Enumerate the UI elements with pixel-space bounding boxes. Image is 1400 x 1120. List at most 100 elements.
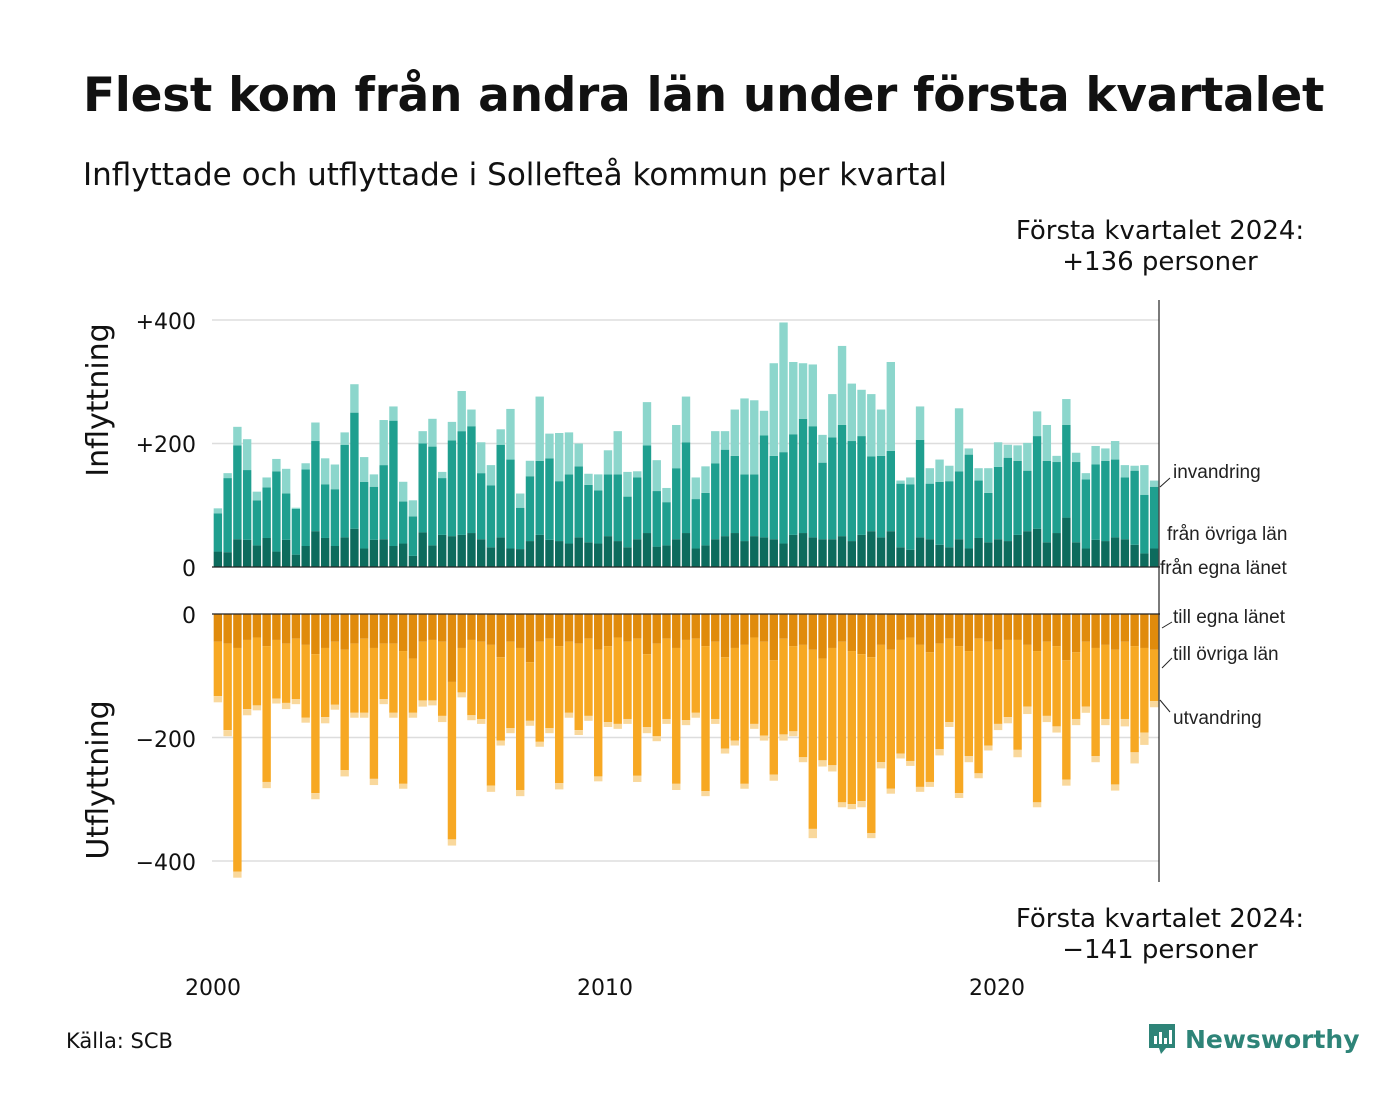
ytick-out-400: −400 — [136, 851, 196, 876]
bar-out-utvandring — [964, 756, 974, 763]
bar-in-egna — [662, 545, 671, 567]
bar-out-egna — [1023, 614, 1032, 645]
bar-out-utvandring — [935, 749, 944, 756]
bar-out-ovriga — [623, 641, 632, 719]
bar-out-utvandring — [242, 709, 252, 716]
bar-in-ovriga — [486, 485, 496, 548]
bar-out-utvandring — [525, 720, 535, 726]
bar-in-invandring — [1062, 399, 1071, 425]
bar-out-ovriga — [672, 647, 681, 784]
bar-out-egna — [457, 614, 466, 648]
bar-out-ovriga — [1140, 647, 1149, 733]
bar-out-utvandring — [350, 712, 359, 718]
bar-out-ovriga — [525, 662, 535, 721]
bar-out-ovriga — [789, 646, 798, 732]
bar-in-invandring — [1013, 445, 1022, 461]
bar-in-invandring — [516, 493, 525, 508]
bar-out-utvandring — [837, 802, 847, 808]
xtick-2000: 2000 — [185, 976, 241, 1001]
bar-out-ovriga — [564, 641, 574, 713]
bar-in-invandring — [984, 468, 993, 493]
bar-in-ovriga — [642, 445, 652, 534]
bar-in-invandring — [906, 477, 915, 485]
bar-out-ovriga — [242, 639, 252, 710]
bar-in-invandring — [496, 429, 505, 445]
bar-in-ovriga — [369, 486, 379, 540]
bar-out-utvandring — [711, 718, 720, 724]
bar-in-ovriga — [652, 491, 661, 547]
bar-in-invandring — [945, 465, 954, 482]
bar-out-egna — [613, 614, 622, 638]
bar-out-utvandring — [1042, 715, 1052, 723]
bar-out-egna — [867, 614, 876, 658]
bar-out-egna — [779, 614, 788, 639]
bar-in-egna — [925, 539, 935, 567]
migration-chart: +400 +200 0 0 −200 −400 Inflyttning Utfl… — [81, 300, 1287, 1001]
bar-in-invandring — [652, 460, 661, 492]
bar-in-invandring — [213, 508, 223, 514]
bar-in-ovriga — [262, 487, 271, 538]
bar-in-egna — [652, 546, 661, 567]
bar-in-invandring — [477, 442, 486, 474]
bar-in-ovriga — [847, 441, 856, 542]
bar-in-invandring — [457, 391, 466, 432]
annotation-top-line2: +136 personer — [1062, 247, 1258, 277]
bar-in-invandring — [1081, 473, 1091, 480]
bar-out-egna — [993, 614, 1003, 650]
annotation-top: Första kvartalet 2024: +136 personer — [1005, 216, 1315, 278]
bar-out-egna — [447, 614, 457, 682]
bar-in-invandring — [740, 398, 749, 475]
bar-in-ovriga — [954, 471, 964, 540]
bar-out-ovriga — [340, 649, 349, 771]
bar-out-ovriga — [272, 639, 281, 699]
bar-in-egna — [555, 541, 564, 568]
bar-in-invandring — [964, 448, 974, 455]
bar-in-ovriga — [213, 513, 223, 552]
bar-in-ovriga — [662, 502, 671, 546]
bar-in-ovriga — [301, 469, 310, 547]
bar-out-ovriga — [1130, 646, 1139, 753]
bar-out-ovriga — [779, 638, 788, 735]
bar-out-utvandring — [769, 774, 778, 781]
bar-out-ovriga — [213, 641, 223, 697]
source-note: Källa: SCB — [66, 1029, 173, 1053]
bar-in-invandring — [672, 424, 681, 469]
newsworthy-logo[interactable]: Newsworthy — [1147, 1022, 1360, 1056]
bar-out-ovriga — [1081, 641, 1091, 707]
bar-out-egna — [964, 614, 974, 652]
bar-out-egna — [672, 614, 681, 648]
bar-in-egna — [457, 534, 466, 567]
bar-out-egna — [750, 614, 759, 638]
bar-out-egna — [301, 614, 310, 645]
bar-in-egna — [574, 537, 583, 567]
bar-out-utvandring — [320, 717, 330, 724]
bar-in-ovriga — [974, 480, 983, 538]
bar-in-ovriga — [535, 460, 544, 535]
bar-out-utvandring — [301, 717, 310, 723]
bar-in-ovriga — [789, 434, 798, 535]
bar-out-utvandring — [1120, 718, 1130, 727]
bar-out-egna — [1149, 614, 1159, 650]
bar-in-invandring — [1101, 448, 1110, 461]
bar-out-egna — [759, 614, 769, 642]
bar-out-utvandring — [750, 723, 759, 729]
bar-out-ovriga — [652, 643, 661, 737]
bar-out-ovriga — [808, 649, 817, 829]
bar-in-egna — [408, 555, 418, 567]
bar-in-egna — [1071, 542, 1081, 567]
bar-in-ovriga — [594, 490, 603, 544]
bar-out-utvandring — [876, 762, 886, 769]
bar-in-egna — [545, 539, 554, 567]
bar-out-ovriga — [847, 651, 856, 805]
bar-out-utvandring — [789, 731, 798, 737]
bar-in-egna — [369, 539, 379, 567]
bar-in-ovriga — [925, 483, 935, 540]
bar-out-utvandring — [545, 728, 554, 734]
bar-in-invandring — [359, 457, 369, 482]
bar-in-invandring — [691, 477, 700, 500]
bar-out-ovriga — [1032, 651, 1042, 803]
bar-out-utvandring — [623, 718, 632, 724]
bar-in-ovriga — [516, 507, 525, 550]
bar-out-utvandring — [1023, 706, 1032, 715]
bar-out-egna — [954, 614, 964, 647]
